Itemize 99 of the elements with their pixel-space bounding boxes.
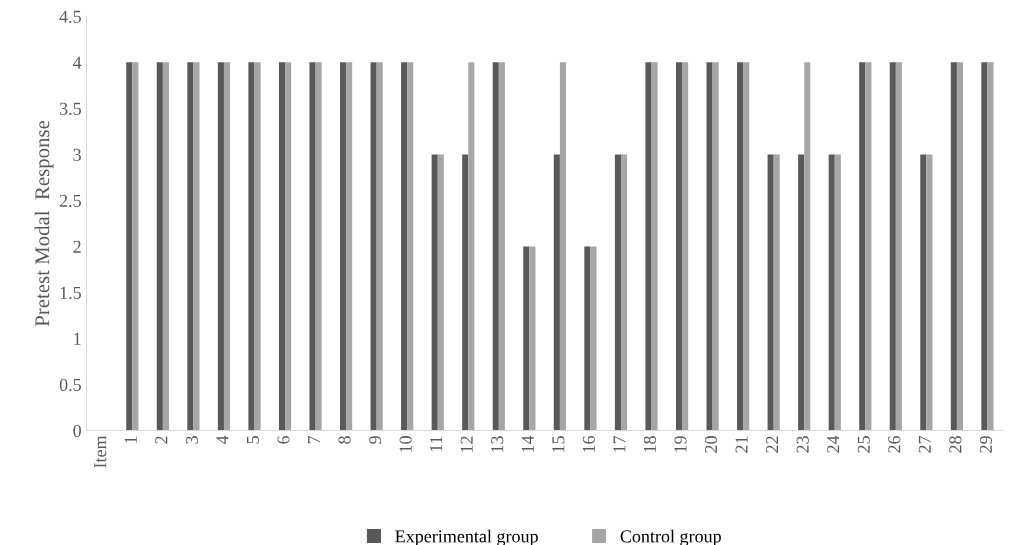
bar: [620, 154, 628, 431]
bar: [675, 62, 683, 431]
bar: [706, 62, 713, 431]
x-tick-label: 29: [979, 436, 992, 453]
bar: [340, 62, 347, 431]
bar: [346, 62, 353, 431]
y-tick-label: 2: [73, 240, 81, 253]
y-tick-label: 1: [74, 332, 81, 345]
bar: [407, 62, 414, 431]
x-tick-label: 4: [216, 435, 229, 445]
bar: [126, 62, 133, 431]
bar: [162, 62, 169, 431]
bar: [559, 62, 567, 431]
y-tick-label: 4.5: [59, 10, 81, 23]
bar: [767, 154, 774, 431]
bar: [370, 62, 377, 431]
bar: [553, 154, 560, 431]
bar: [498, 62, 505, 431]
bar: [804, 62, 811, 431]
y-tick-label: 0: [73, 424, 81, 437]
x-tick-label: 13: [491, 436, 504, 452]
bar: [529, 246, 536, 431]
y-tick-label: 1.5: [60, 286, 81, 299]
x-tick-label: 6: [277, 435, 290, 444]
bar: [523, 246, 530, 431]
x-tick-label: Item: [94, 435, 107, 468]
bar: [926, 154, 933, 431]
y-axis-title: Pretest Modal Response: [34, 120, 54, 327]
bar: [798, 154, 805, 431]
bar: [920, 154, 927, 431]
x-tick-label: 22: [766, 436, 779, 453]
bar: [895, 62, 902, 431]
x-tick-label: 23: [796, 436, 809, 453]
x-tick-label: 10: [399, 436, 412, 452]
bar: [737, 62, 744, 431]
bar: [468, 62, 475, 431]
bar: [773, 154, 780, 431]
bar: [645, 62, 652, 431]
x-tick-label: 15: [552, 436, 565, 452]
y-tick-label: 4: [72, 56, 82, 69]
bar: [156, 62, 163, 431]
y-tick-label: 0.5: [59, 378, 81, 392]
x-tick-label: 25: [857, 436, 870, 453]
x-tick-label: 28: [949, 436, 962, 453]
x-tick-label: 9: [369, 436, 382, 444]
bar: [187, 62, 194, 431]
x-tick-label: 20: [704, 436, 718, 453]
bar: [956, 62, 964, 431]
x-tick-label: 2: [155, 436, 168, 444]
bar: [651, 62, 658, 431]
bar: [889, 62, 896, 431]
bar: [834, 154, 841, 431]
bar: [743, 62, 750, 431]
bar: [584, 246, 591, 431]
bar: [981, 62, 988, 431]
y-tick-label: 3.5: [59, 102, 81, 115]
x-tick-label: 7: [308, 435, 320, 444]
bar: [376, 62, 383, 431]
x-tick-label: 16: [582, 435, 595, 452]
bar: [462, 154, 469, 431]
x-tick-label: 17: [613, 435, 626, 452]
x-tick-label: 19: [674, 436, 687, 452]
bar: [315, 62, 322, 431]
bar: [223, 62, 231, 431]
bar: [437, 154, 444, 431]
bar: [248, 62, 255, 431]
bar: [431, 154, 438, 431]
bar: [401, 62, 408, 431]
bar: [950, 62, 957, 431]
bar: [254, 62, 261, 431]
x-tick-label: 24: [827, 435, 840, 453]
bar: [492, 62, 499, 431]
bar: [614, 154, 621, 431]
x-tick-label: 8: [338, 436, 351, 444]
bar: [193, 62, 200, 431]
x-tick-label: 14: [521, 435, 534, 452]
x-tick-label: 5: [247, 436, 260, 444]
y-tick-label: 3: [73, 148, 81, 161]
bar: [285, 62, 292, 431]
bar: [278, 62, 286, 431]
bar: [865, 62, 872, 431]
y-tick-label: 2.5: [59, 194, 81, 207]
bar: [309, 62, 316, 431]
bar: [682, 62, 689, 431]
bar: [859, 62, 866, 431]
bar: [132, 62, 139, 431]
bar: [712, 62, 719, 431]
x-tick-label: 12: [460, 436, 473, 452]
bar: [217, 62, 224, 431]
x-tick-label: 27: [918, 435, 931, 453]
x-tick-label: 3: [185, 436, 198, 444]
bar: [590, 246, 597, 431]
bar: [987, 62, 994, 431]
bar: [828, 154, 835, 431]
x-tick-label: 18: [643, 436, 657, 452]
x-tick-label: 21: [735, 436, 748, 453]
x-tick-label: 26: [888, 435, 901, 453]
x-tick-label: 1: [124, 436, 137, 443]
x-tick-label: 11: [430, 436, 443, 452]
